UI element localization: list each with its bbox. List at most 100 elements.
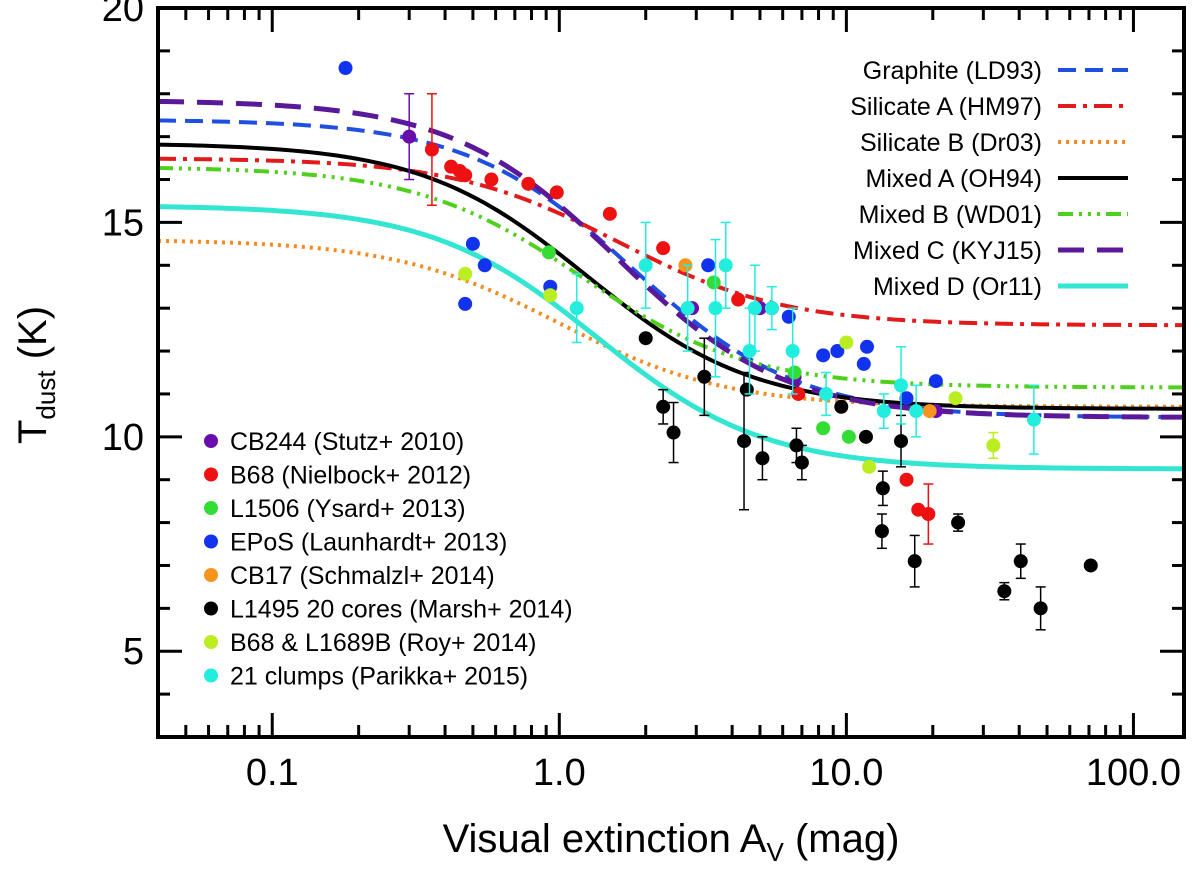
data-point: [874, 524, 889, 539]
data-point: [922, 404, 937, 419]
x-tick-label: 10.0: [809, 752, 883, 794]
series-legend-label-5: L1495 20 cores (Marsh+ 2014): [230, 596, 573, 624]
model-legend-label-5: Mixed C (KYJ15): [853, 237, 1042, 265]
plot-content: [158, 61, 1184, 631]
data-point: [816, 348, 831, 363]
data-point: [948, 391, 963, 406]
data-point: [708, 301, 723, 316]
data-point: [909, 404, 924, 419]
data-point: [465, 236, 480, 251]
data-point: [701, 258, 716, 273]
model-legend: Graphite (LD93) Silicate A (HM97) Silicate…: [850, 57, 1128, 301]
data-point: [697, 369, 712, 384]
data-point: [875, 481, 890, 496]
series-legend-marker-6: [204, 635, 218, 649]
data-point: [841, 429, 856, 444]
data-point: [839, 335, 854, 350]
series-7: [569, 221, 1041, 455]
data-point: [899, 391, 914, 406]
y-tick-label: 5: [123, 631, 144, 673]
data-point: [858, 429, 873, 444]
x-tick-label: 0.1: [246, 752, 299, 794]
data-point: [894, 434, 909, 449]
model-curve-6: [158, 204, 1184, 472]
series-legend-marker-2: [204, 501, 218, 515]
data-point: [458, 168, 473, 183]
data-point: [477, 258, 492, 273]
series-legend-marker-3: [204, 534, 218, 549]
data-point: [907, 554, 922, 569]
data-point: [747, 301, 762, 316]
data-point: [997, 584, 1012, 599]
data-point: [737, 434, 752, 449]
data-point: [338, 61, 353, 76]
data-point: [521, 176, 536, 191]
series-legend-marker-7: [204, 668, 218, 683]
series-3: [338, 61, 943, 406]
series-5: [638, 331, 1098, 631]
data-point: [986, 438, 1001, 453]
series-1: [424, 93, 936, 545]
plot-frame: [156, 6, 1186, 739]
data-point: [458, 266, 473, 281]
data-point: [484, 172, 499, 187]
data-point: [656, 399, 671, 414]
series-legend-label-6: B68 & L1689B (Roy+ 2014): [230, 629, 536, 657]
series-legend-marker-5: [204, 601, 218, 616]
model-curve-3: [158, 142, 1184, 411]
data-point: [666, 425, 681, 440]
data-point: [656, 241, 671, 256]
series-2: [541, 245, 856, 444]
data-point: [787, 365, 802, 380]
data-point: [1083, 558, 1098, 573]
data-point: [791, 386, 806, 401]
axis-tick-labels: 0.1 1.0 10.0 100.0 5 10 15 20: [102, 0, 1181, 794]
x-tick-label: 1.0: [533, 752, 586, 794]
series-legend-marker-4: [204, 568, 218, 582]
data-point: [543, 288, 558, 303]
model-curve-4: [158, 166, 1184, 390]
data-point: [458, 296, 473, 311]
axis-ticks: [156, 6, 1184, 739]
data-point: [860, 339, 875, 354]
data-point: [819, 386, 834, 401]
data-point: [680, 301, 695, 316]
data-point: [718, 258, 733, 273]
data-point: [899, 472, 914, 487]
series-legend-label-0: CB244 (Stutz+ 2010): [230, 428, 464, 456]
series-6: [458, 266, 1001, 474]
data-point: [862, 459, 877, 474]
y-tick-label: 10: [102, 417, 144, 459]
data-point: [569, 301, 584, 316]
data-point: [602, 206, 617, 221]
data-point: [742, 344, 757, 359]
series-legend-marker-0: [204, 434, 218, 448]
data-point: [402, 129, 417, 144]
data-point: [739, 382, 754, 397]
data-point: [928, 374, 943, 389]
model-legend-label-1: Silicate A (HM97): [850, 93, 1042, 121]
y-tick-label: 15: [102, 202, 144, 244]
model-legend-label-0: Graphite (LD93): [863, 57, 1042, 85]
observation-legend: CB244 (Stutz+ 2010) B68 (Nielbock+ 2012) L…: [204, 428, 573, 691]
model-legend-label-3: Mixed A (OH94): [866, 165, 1042, 193]
series-legend-label-7: 21 clumps (Parikka+ 2015): [230, 663, 528, 691]
model-legend-label-2: Silicate B (Dr03): [860, 129, 1042, 157]
data-point: [830, 344, 845, 359]
model-legend-label-6: Mixed D (Or11): [873, 273, 1042, 301]
series-legend-label-3: EPoS (Launhardt+ 2013): [230, 529, 507, 557]
model-legend-label-4: Mixed B (WD01): [859, 201, 1042, 229]
data-point: [424, 142, 439, 157]
data-point: [541, 245, 556, 260]
data-point: [638, 331, 653, 346]
y-axis-title: Tdust (K): [11, 306, 61, 444]
data-point: [706, 275, 721, 290]
data-point: [549, 185, 564, 200]
data-point: [816, 421, 831, 436]
model-curve-1: [158, 156, 1184, 328]
data-point: [789, 438, 804, 453]
series-legend-label-2: L1506 (Ysard+ 2013): [230, 495, 466, 523]
data-point: [764, 301, 779, 316]
data-point: [856, 356, 871, 371]
